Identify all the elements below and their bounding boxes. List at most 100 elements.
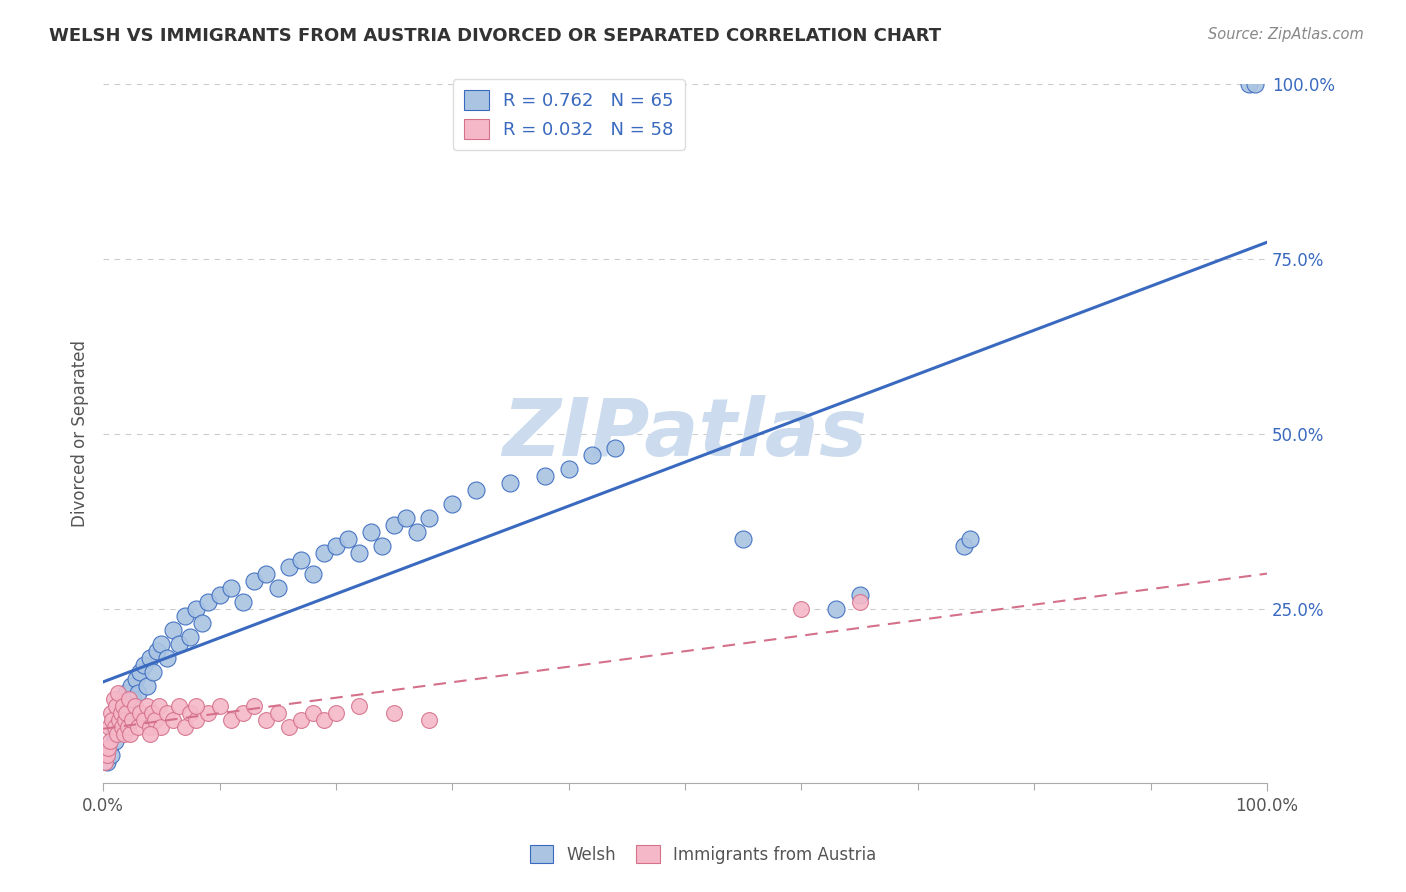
Point <box>232 594 254 608</box>
Legend: Welsh, Immigrants from Austria: Welsh, Immigrants from Austria <box>523 838 883 871</box>
Point <box>156 650 179 665</box>
Point <box>825 601 848 615</box>
Point <box>232 706 254 721</box>
Point <box>336 532 359 546</box>
Point <box>98 734 121 748</box>
Point <box>103 727 125 741</box>
Point <box>371 539 394 553</box>
Point <box>110 721 132 735</box>
Point <box>110 706 132 721</box>
Point <box>145 714 167 728</box>
Point <box>104 734 127 748</box>
Point <box>278 559 301 574</box>
Point <box>953 539 976 553</box>
Point <box>138 727 160 741</box>
Point <box>105 727 128 741</box>
Point <box>290 714 312 728</box>
Point <box>97 741 120 756</box>
Point <box>132 714 155 728</box>
Point <box>254 714 277 728</box>
Point <box>114 714 136 728</box>
Point <box>121 714 143 728</box>
Point <box>120 679 142 693</box>
Point <box>733 532 755 546</box>
Point <box>118 692 141 706</box>
Point <box>186 601 208 615</box>
Point <box>138 721 160 735</box>
Point <box>104 699 127 714</box>
Point <box>197 706 219 721</box>
Point <box>179 630 201 644</box>
Point <box>790 601 813 615</box>
Point <box>243 699 266 714</box>
Point <box>108 706 131 721</box>
Point <box>136 679 159 693</box>
Point <box>118 706 141 721</box>
Point <box>382 706 405 721</box>
Point <box>314 546 336 560</box>
Point <box>145 643 167 657</box>
Point <box>162 623 184 637</box>
Point <box>96 756 118 770</box>
Point <box>382 517 405 532</box>
Point <box>132 657 155 672</box>
Point <box>1244 78 1267 92</box>
Point <box>97 721 120 735</box>
Point <box>173 608 195 623</box>
Point <box>124 699 146 714</box>
Text: Source: ZipAtlas.com: Source: ZipAtlas.com <box>1208 27 1364 42</box>
Point <box>325 706 347 721</box>
Point <box>117 721 139 735</box>
Point <box>347 699 370 714</box>
Point <box>395 510 418 524</box>
Point <box>138 650 160 665</box>
Point <box>127 721 149 735</box>
Point <box>254 566 277 581</box>
Text: ZIPatlas: ZIPatlas <box>502 395 868 473</box>
Point <box>179 706 201 721</box>
Point <box>301 566 323 581</box>
Point <box>115 706 138 721</box>
Point <box>112 727 135 741</box>
Point <box>150 721 173 735</box>
Point <box>219 581 242 595</box>
Point <box>314 714 336 728</box>
Point <box>167 637 190 651</box>
Point <box>219 714 242 728</box>
Point <box>418 510 440 524</box>
Point <box>118 727 141 741</box>
Point <box>111 699 134 714</box>
Point <box>142 665 165 679</box>
Point <box>360 524 382 539</box>
Point <box>167 699 190 714</box>
Point <box>406 524 429 539</box>
Point <box>162 714 184 728</box>
Point <box>301 706 323 721</box>
Point <box>347 546 370 560</box>
Point <box>208 699 231 714</box>
Point <box>848 594 870 608</box>
Point <box>191 615 214 630</box>
Point <box>107 714 129 728</box>
Point <box>197 594 219 608</box>
Point <box>848 588 870 602</box>
Point <box>959 532 981 546</box>
Point <box>267 581 290 595</box>
Point <box>186 699 208 714</box>
Point <box>499 475 522 490</box>
Point <box>112 699 135 714</box>
Point <box>108 714 131 728</box>
Point <box>101 714 124 728</box>
Point <box>129 706 152 721</box>
Point <box>325 539 347 553</box>
Point <box>100 748 122 763</box>
Point <box>278 721 301 735</box>
Point <box>104 721 127 735</box>
Text: WELSH VS IMMIGRANTS FROM AUSTRIA DIVORCED OR SEPARATED CORRELATION CHART: WELSH VS IMMIGRANTS FROM AUSTRIA DIVORCE… <box>49 27 942 45</box>
Point <box>581 448 603 462</box>
Point <box>97 741 120 756</box>
Point <box>96 748 118 763</box>
Point <box>136 699 159 714</box>
Point <box>156 706 179 721</box>
Point <box>148 699 170 714</box>
